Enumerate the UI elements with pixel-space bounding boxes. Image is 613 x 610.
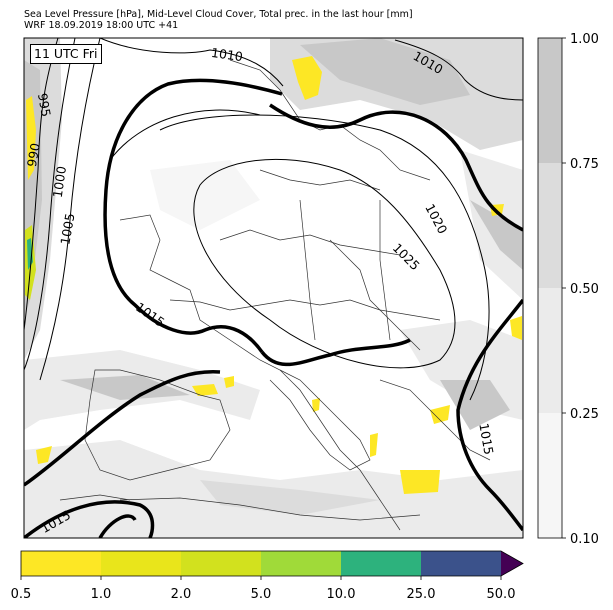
precip-tick-label: 1.0 — [91, 587, 112, 602]
precip-extend-arrow — [501, 551, 523, 576]
precip-band-3 — [181, 551, 261, 576]
cloud-band-2 — [538, 163, 562, 288]
cloud-tick-label: 0.25 — [570, 407, 599, 422]
cloud-tick-label: 0.50 — [570, 282, 599, 297]
precip-tick-label: 10.0 — [327, 587, 356, 602]
precip-tick-label: 0.5 — [11, 587, 32, 602]
cloud-band-1 — [538, 38, 562, 163]
precip-tick-label: 25.0 — [407, 587, 436, 602]
precip-tick-label: 5.0 — [251, 587, 272, 602]
time-stamp: 11 UTC Fri — [30, 44, 102, 64]
cloud-cover-colorbar: 1.00 0.75 0.50 0.25 0.10 — [537, 32, 599, 547]
precip-band-1 — [21, 551, 101, 576]
isobars — [24, 38, 523, 401]
cloud-band-4 — [538, 413, 562, 538]
isobar-label: 995 — [34, 91, 54, 118]
chart-subtitle: WRF 18.09.2019 18:00 UTC +41 — [24, 20, 179, 31]
cloud-tick-label: 0.10 — [570, 532, 599, 547]
precip-band-4 — [261, 551, 341, 576]
precip-band-6 — [421, 551, 501, 576]
map-frame — [23, 37, 524, 539]
precip-band-2 — [101, 551, 181, 576]
isobars-1015 — [24, 78, 523, 538]
precip-band-5 — [341, 551, 421, 576]
cloud-band-3 — [538, 288, 562, 413]
precip-tick-label: 50.0 — [487, 587, 516, 602]
chart-title: Sea Level Pressure [hPa], Mid-Level Clou… — [24, 9, 413, 20]
cloud-tick-label: 1.00 — [570, 32, 599, 47]
cloud-tick-label: 0.75 — [570, 157, 599, 172]
cloud-cover-shading — [24, 38, 523, 538]
precip-tick-label: 2.0 — [171, 587, 192, 602]
precipitation-colorbar: 0.5 1.0 2.0 5.0 10.0 25.0 50.0 — [11, 550, 524, 602]
